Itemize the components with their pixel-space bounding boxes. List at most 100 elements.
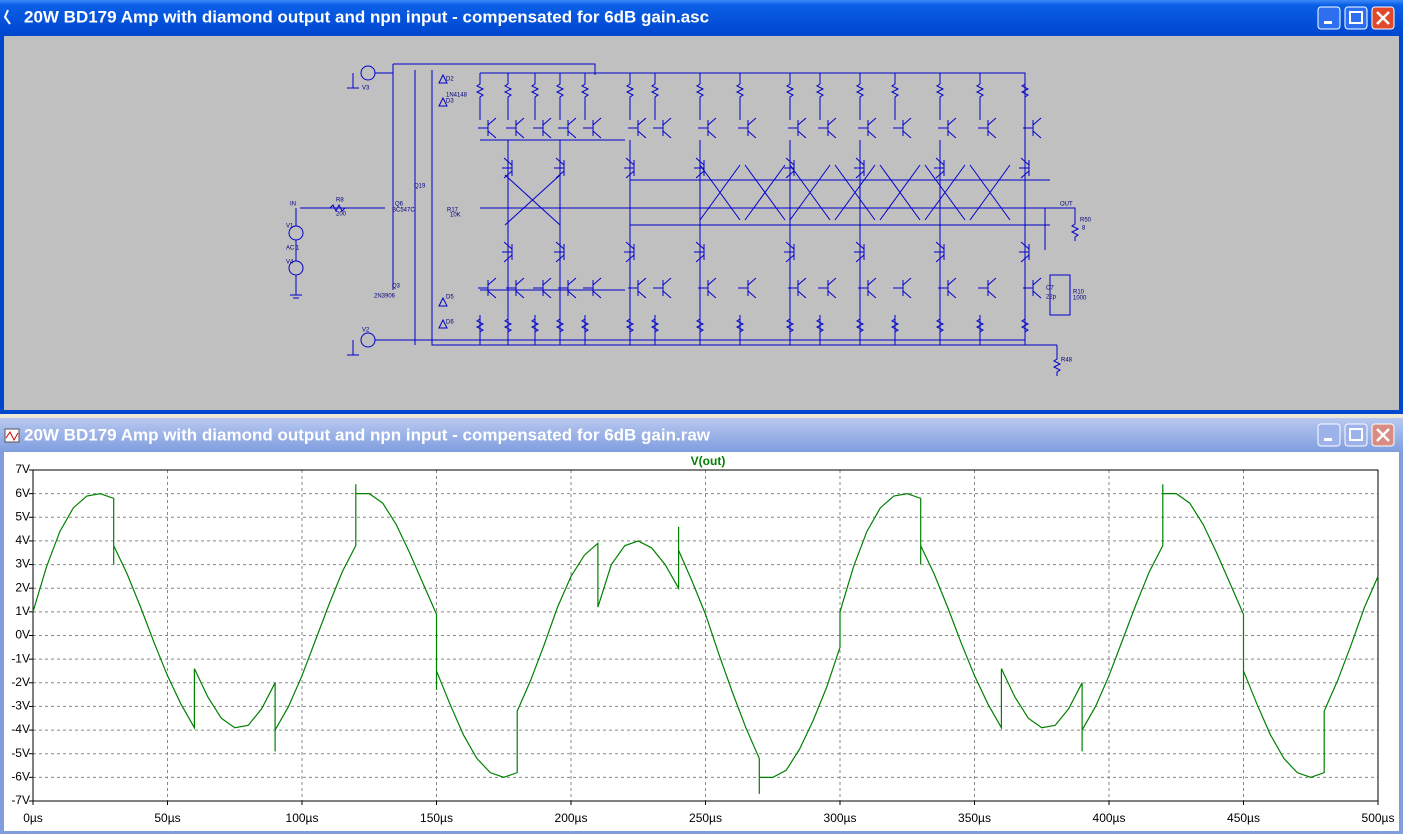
wire (738, 277, 757, 299)
schematic-label: 2N3906 (374, 294, 396, 300)
icon (1349, 11, 1363, 24)
window-title: 20W BD179 Amp with diamond output and np… (24, 425, 711, 444)
wire (300, 203, 385, 213)
y-tick-label: 0V (15, 628, 30, 642)
wire (893, 277, 912, 299)
wire (934, 241, 945, 263)
schematic-label: BC547C (392, 208, 415, 214)
wire (975, 80, 985, 101)
icon (1376, 428, 1390, 442)
icon (1324, 21, 1332, 24)
wire (533, 277, 552, 299)
schematic-canvas[interactable] (4, 36, 1399, 410)
maximize-button[interactable] (1344, 6, 1368, 30)
wire (1070, 220, 1080, 241)
minimize-button[interactable] (1317, 423, 1341, 447)
wire (978, 117, 997, 139)
wire (818, 277, 837, 299)
y-tick-label: 2V (15, 580, 30, 594)
wire (785, 80, 795, 101)
y-tick-label: 5V (15, 509, 30, 523)
wire (503, 80, 513, 101)
icon (5, 431, 19, 442)
title-bar[interactable] (0, 418, 1403, 452)
icon (1376, 11, 1390, 25)
schematic-label: Q6 (395, 202, 404, 208)
wire (290, 73, 359, 356)
wire (624, 241, 635, 263)
wire (784, 241, 795, 263)
wire (694, 241, 705, 263)
x-tick-label: 50µs (154, 811, 180, 825)
wire (438, 73, 448, 329)
wire (502, 157, 513, 179)
maximize-button[interactable] (1344, 423, 1368, 447)
wire (580, 315, 590, 336)
wire (789, 164, 831, 221)
schematic-label: R17 (447, 208, 459, 214)
schematic-label: V1 (286, 224, 294, 230)
x-tick-label: 0µs (23, 811, 43, 825)
wire (938, 277, 957, 299)
window-buttons (1317, 6, 1395, 30)
x-tick-label: 100µs (286, 811, 319, 825)
wire (583, 117, 602, 139)
wire (530, 80, 540, 101)
wire (506, 117, 525, 139)
wire (890, 315, 900, 336)
wire (934, 157, 945, 179)
wire (1020, 80, 1030, 101)
schematic-label: IN (290, 202, 296, 208)
wire (695, 80, 705, 101)
wire (580, 80, 590, 101)
schematic-label: V3 (362, 86, 370, 92)
schematic-label: 10K (450, 213, 461, 219)
wire (475, 80, 485, 101)
plot-frame (32, 469, 1379, 802)
wire (855, 80, 865, 101)
schematic-label: V4 (286, 260, 294, 266)
trace-line (32, 484, 1379, 794)
wire (698, 277, 717, 299)
plot-pane[interactable] (4, 452, 1399, 831)
wire (975, 315, 985, 336)
y-tick-label: -4V (11, 722, 30, 736)
icon (1324, 438, 1332, 441)
schematic-label: C7 (1046, 286, 1054, 292)
wire (1023, 117, 1042, 139)
icon (1349, 428, 1363, 441)
wire (533, 117, 552, 139)
y-tick-label: -1V (11, 651, 30, 665)
x-tick-label: 450µs (1227, 811, 1260, 825)
schematic-label: 8 (1082, 226, 1086, 232)
wire (628, 277, 647, 299)
wire (1052, 355, 1062, 376)
window-title: 20W BD179 Amp with diamond output and np… (24, 7, 709, 26)
wire (924, 164, 966, 221)
schematic-label: D3 (446, 99, 454, 105)
schematic-label: R48 (1061, 358, 1073, 364)
x-tick-label: 300µs (824, 811, 857, 825)
y-tick-label: 4V (15, 533, 30, 547)
wire (558, 117, 577, 139)
schematic-label: R10 (1073, 290, 1085, 296)
wire (480, 139, 1050, 291)
wire (628, 117, 647, 139)
wire (555, 80, 565, 101)
title-bar[interactable] (0, 0, 1403, 34)
wire (815, 80, 825, 101)
x-tick-label: 400µs (1093, 811, 1126, 825)
trace-label[interactable]: V(out) (691, 454, 726, 468)
schematic-label: AC 1 (286, 246, 300, 252)
wire (624, 157, 635, 179)
wire (735, 80, 745, 101)
y-tick-label: 3V (15, 557, 30, 571)
x-tick-label: 350µs (958, 811, 991, 825)
wire (858, 277, 877, 299)
wire (475, 315, 485, 336)
wire (558, 277, 577, 299)
wire (890, 80, 900, 101)
wire (788, 277, 807, 299)
minimize-button[interactable] (1317, 6, 1341, 30)
wire (1019, 241, 1030, 263)
